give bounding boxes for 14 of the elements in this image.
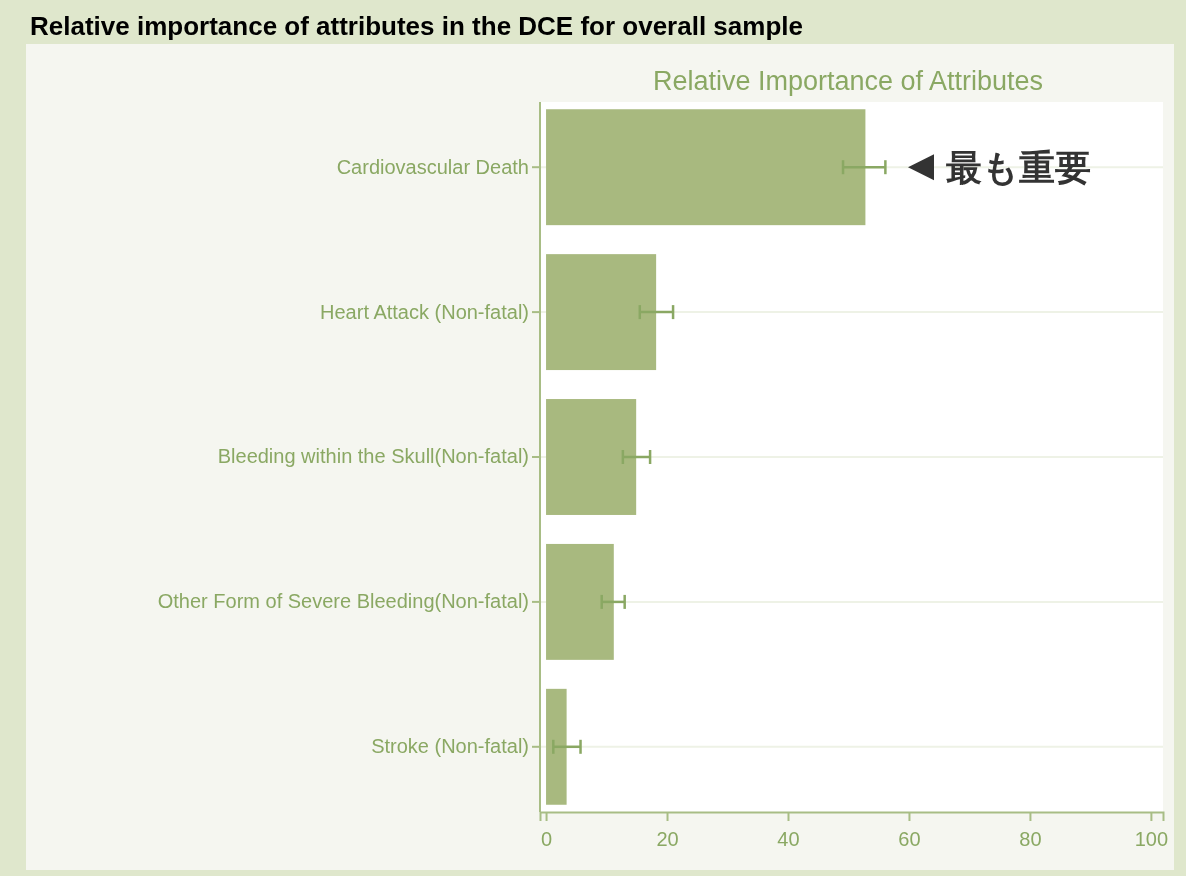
chart-subtitle: Relative Importance of Attributes xyxy=(652,66,1044,96)
y-tick-label: Heart Attack (Non-fatal) xyxy=(320,300,529,323)
y-tick-label: Cardiovascular Death xyxy=(336,155,529,178)
chart-title: Relative importance of attributes in the DCE for overall sample xyxy=(30,11,803,41)
y-tick-label: Bleeding within the Skull(Non-fatal) xyxy=(217,445,529,468)
x-tick-label: 20 xyxy=(656,828,679,850)
x-tick-label: 40 xyxy=(777,828,800,850)
annotation: 最も重要 xyxy=(946,147,1091,189)
x-tick-label: 0 xyxy=(540,828,553,850)
y-tick-label: Stroke (Non-fatal) xyxy=(371,735,529,758)
y-tick-label: Other Form of Severe Bleeding(Non-fatal) xyxy=(157,590,529,613)
x-tick-label: 80 xyxy=(1019,828,1042,850)
x-tick-label: 100 xyxy=(1134,828,1169,850)
x-tick-label: 60 xyxy=(898,828,921,850)
